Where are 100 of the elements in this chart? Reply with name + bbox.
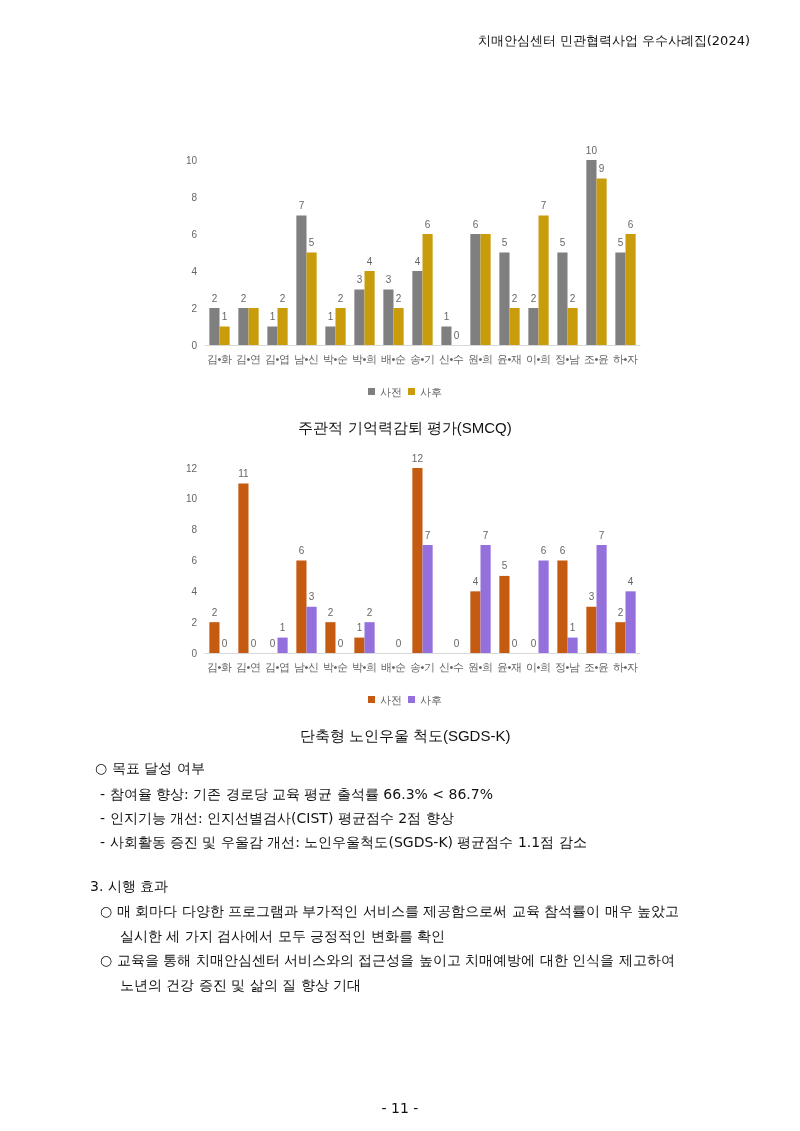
text: - 참여율 향상: 기존 경로당 교육 평균 출석률 66.3% < 86.7% <box>100 786 493 804</box>
x-tick-label: 김•화 <box>206 352 233 365</box>
bar <box>267 326 278 345</box>
x-tick-label: 신•수 <box>438 352 465 365</box>
bar <box>586 606 597 653</box>
bar <box>325 622 336 653</box>
data-label: 2 <box>337 292 344 304</box>
data-label: 7 <box>598 529 605 541</box>
data-label: 2 <box>395 292 402 304</box>
text: ○ 교육을 통해 치매안심센터 서비스와의 접근성을 높이고 치매예방에 대한 인식을 제고하여 <box>100 952 675 970</box>
y-tick-label: 0 <box>191 339 198 351</box>
data-label: 2 <box>569 292 576 304</box>
y-tick-label: 2 <box>191 616 198 628</box>
text: 단축형 노인우울 척도(SGDS-K) <box>299 727 511 744</box>
bar <box>596 545 607 653</box>
y-tick-label: 4 <box>191 585 198 597</box>
bar <box>586 160 597 345</box>
x-tick-label: 이•희 <box>525 660 552 673</box>
bar <box>354 637 365 653</box>
data-label: 2 <box>327 606 334 618</box>
bar <box>238 483 249 653</box>
bar <box>277 308 288 345</box>
x-tick-label: 신•수 <box>438 660 465 673</box>
legend-label: 사전 <box>380 693 402 706</box>
data-label: 6 <box>298 545 305 556</box>
data-label: 1 <box>443 311 450 322</box>
text: - 11 - <box>380 1100 420 1116</box>
y-tick-label: 6 <box>191 555 198 566</box>
bar <box>306 606 317 653</box>
y-tick-label: 2 <box>191 302 198 314</box>
y-tick-label: 4 <box>191 265 198 277</box>
x-tick-label: 조•윤 <box>583 352 610 365</box>
legend-label: 사후 <box>420 693 442 706</box>
bar <box>509 308 520 345</box>
data-label: 6 <box>559 545 566 556</box>
bar <box>296 215 307 345</box>
bar <box>354 289 365 345</box>
data-label: 2 <box>366 606 373 618</box>
data-label: 1 <box>327 311 334 322</box>
data-label: 1 <box>269 311 276 322</box>
bar <box>538 215 549 345</box>
data-label: 2 <box>511 292 518 304</box>
y-tick-label: 8 <box>191 191 198 203</box>
legend-label: 사전 <box>380 385 402 398</box>
data-label: 5 <box>617 237 624 248</box>
text: ○ 목표 달성 여부 <box>95 760 205 778</box>
x-tick-label: 하•자 <box>612 352 639 365</box>
x-tick-label: 송•기 <box>409 352 436 365</box>
bar <box>306 252 317 345</box>
bar <box>238 308 249 345</box>
bar <box>567 308 578 345</box>
bar <box>296 560 307 653</box>
data-label: 4 <box>366 255 373 267</box>
data-label: 5 <box>501 237 508 248</box>
x-tick-label: 박•희 <box>351 352 378 365</box>
bar <box>567 637 578 653</box>
bar <box>596 178 607 345</box>
data-label: 4 <box>627 575 634 587</box>
bar <box>422 545 433 653</box>
x-tick-label: 하•자 <box>612 660 639 673</box>
bar <box>277 637 288 653</box>
x-tick-label: 조•윤 <box>583 660 610 673</box>
bar <box>480 234 491 345</box>
data-label: 2 <box>240 292 247 304</box>
bar <box>625 591 636 653</box>
data-label: 5 <box>501 560 508 572</box>
x-tick-label: 이•희 <box>525 352 552 365</box>
text: 실시한 세 가지 검사에서 모두 긍정적인 변화를 확인 <box>120 928 446 946</box>
x-tick-label: 윤•재 <box>496 660 523 673</box>
data-label: 0 <box>453 329 460 341</box>
bar <box>557 252 568 345</box>
bar <box>335 308 346 345</box>
legend-label: 사후 <box>420 385 442 398</box>
text: 치매안심센터 민관협력사업 우수사례집(2024) <box>477 32 750 50</box>
data-label: 7 <box>298 200 305 211</box>
data-label: 0 <box>337 637 344 649</box>
data-label: 1 <box>356 622 363 634</box>
data-label: 1 <box>279 622 286 634</box>
x-tick-label: 박•순 <box>322 352 349 365</box>
y-tick-label: 10 <box>185 493 198 505</box>
bar <box>470 234 481 345</box>
data-label: 3 <box>588 591 595 603</box>
x-tick-label: 남•신 <box>293 660 320 673</box>
data-label: 5 <box>308 237 315 248</box>
text: 3. 시행 효과 <box>90 878 169 896</box>
data-label: 4 <box>414 255 421 267</box>
data-label: 5 <box>559 237 566 248</box>
x-tick-label: 남•신 <box>293 352 320 365</box>
bar <box>412 271 423 345</box>
bar <box>499 252 510 345</box>
data-label: 2 <box>211 606 218 618</box>
text: 노년의 건강 증진 및 삶의 질 향상 기대 <box>120 977 362 995</box>
data-label: 0 <box>453 637 460 649</box>
x-tick-label: 김•엽 <box>264 352 291 365</box>
data-label: 3 <box>385 274 392 285</box>
bar <box>209 308 220 345</box>
data-label: 0 <box>269 637 276 649</box>
bar <box>219 326 230 345</box>
bar <box>499 575 510 653</box>
bar <box>528 308 539 345</box>
